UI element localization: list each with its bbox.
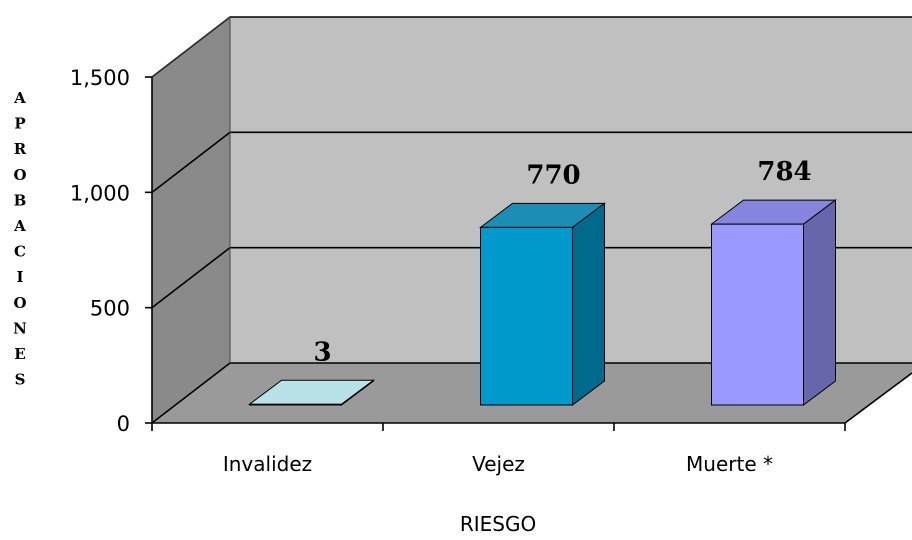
- y-tick-label: 1,500: [70, 66, 130, 90]
- bar-side: [803, 199, 836, 406]
- bars: [248, 199, 837, 406]
- side-wall: [152, 17, 230, 423]
- y-axis-title-letter: P: [14, 115, 25, 133]
- data-label: 784: [757, 157, 811, 187]
- y-axis-title-letter: B: [14, 191, 27, 209]
- data-label: 3: [313, 337, 331, 367]
- data-label: 770: [526, 160, 580, 190]
- x-tick-label: Vejez: [472, 452, 525, 476]
- y-axis-title-letter: I: [16, 268, 23, 286]
- bar-front: [249, 403, 342, 406]
- bar: [479, 202, 606, 406]
- y-tick-label: 1,000: [70, 181, 130, 205]
- y-axis-title-letter: C: [14, 243, 26, 261]
- y-axis-title-letter: S: [15, 371, 26, 389]
- y-axis-title-letter: A: [13, 217, 26, 235]
- gridlines: [151, 16, 912, 424]
- labels: 3 770 784 0 500 1,000 1,500 Invalidez Vejez Muert…: [13, 66, 812, 536]
- bar-side: [572, 202, 605, 406]
- axes: [145, 76, 846, 431]
- x-tick-label: Invalidez: [223, 452, 312, 476]
- y-axis-title-letter: O: [13, 166, 26, 184]
- bar-front: [480, 226, 573, 406]
- bar: [248, 379, 375, 406]
- bar: [710, 199, 837, 406]
- y-tick-label: 500: [90, 297, 130, 321]
- y-axis-title-letter: N: [13, 319, 27, 337]
- wall-top-edge: [151, 16, 231, 78]
- y-axis-title-letter: A: [13, 89, 26, 107]
- y-axis-title-letter: R: [14, 140, 27, 158]
- x-axis-title: RIESGO: [460, 512, 536, 536]
- bar-front: [711, 223, 804, 406]
- y-tick-label: 0: [117, 412, 130, 436]
- y-axis-title-letter: O: [13, 294, 26, 312]
- y-axis-title-letter: E: [14, 345, 25, 363]
- floor-edge: [844, 372, 912, 424]
- x-tick-label: Muerte *: [686, 452, 773, 476]
